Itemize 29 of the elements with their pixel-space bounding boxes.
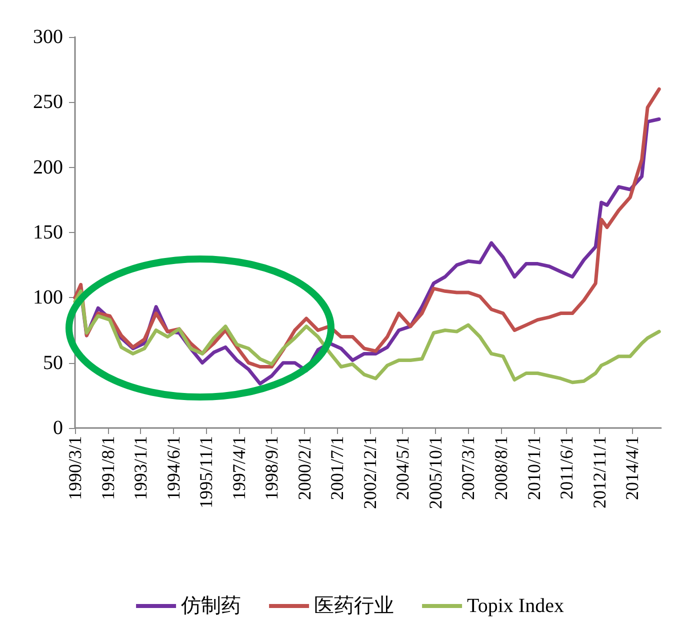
y-tick-label: 300 [33, 26, 63, 48]
x-tick-label: 1993/1/1 [130, 436, 151, 500]
x-tick-label: 1991/8/1 [98, 436, 118, 500]
line-series [73, 289, 661, 384]
x-tick-label: 2014/4/1 [622, 436, 642, 500]
x-tick-label: 2002/12/1 [360, 436, 380, 510]
legend-label: 仿制药 [180, 595, 242, 617]
x-tick-label: 2011/6/1 [556, 436, 577, 500]
x-tick-label: 2010/1/1 [524, 436, 544, 500]
y-tick-label: 50 [43, 352, 63, 374]
y-tick-label: 150 [33, 222, 63, 244]
y-tick-label: 0 [53, 417, 63, 439]
x-tick-label: 2004/5/1 [392, 436, 413, 500]
x-tick-label: 1994/6/1 [163, 436, 184, 500]
legend-label: 医药行业 [314, 595, 394, 617]
x-tick-label: 1990/3/1 [65, 436, 85, 500]
y-tick-label: 250 [33, 91, 63, 114]
y-tick-label: 200 [33, 156, 63, 178]
x-tick-label: 2005/10/1 [426, 436, 446, 510]
x-tick-label: 1997/4/1 [228, 436, 249, 500]
y-tick-label: 100 [33, 286, 63, 309]
x-tick-label: 1998/9/1 [262, 436, 282, 500]
x-tick-label: 2000/2/1 [294, 436, 315, 500]
x-tick-label: 2008/8/1 [491, 436, 512, 500]
x-tick-label: 2007/3/1 [458, 436, 478, 500]
legend-label: Topix Index [467, 595, 564, 617]
x-tick-label: 2001/7/1 [327, 436, 348, 500]
x-tick-label: 2012/11/1 [589, 436, 610, 508]
x-tick-label: 1995/11/1 [196, 436, 216, 508]
